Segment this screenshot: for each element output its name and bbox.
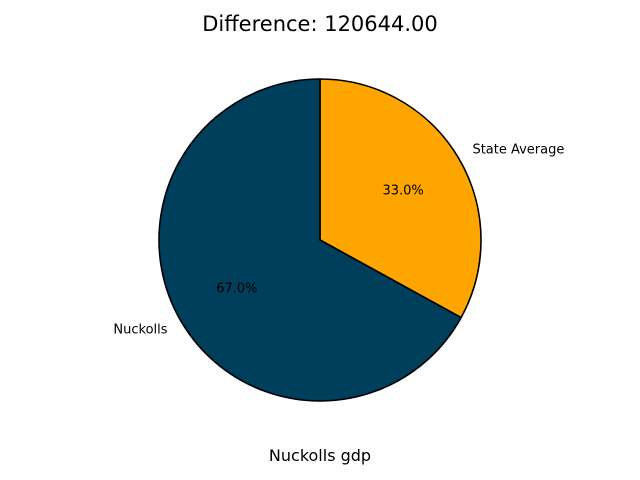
pie-labels: State Average 33.0% Nuckolls 67.0% [113,142,564,337]
slice-label-state-average: State Average [472,142,564,157]
pie-slice-state-average [319,78,482,319]
slice-percent-nuckolls: 67.0% [216,282,257,297]
pie-slices [158,78,482,402]
chart-title: Difference: 120644.00 [202,12,438,36]
slice-percent-state-average: 33.0% [382,183,423,198]
x-axis-label: Nuckolls gdp [269,446,371,465]
pie-slice-nuckolls [158,78,462,402]
slice-label-nuckolls: Nuckolls [113,323,167,338]
